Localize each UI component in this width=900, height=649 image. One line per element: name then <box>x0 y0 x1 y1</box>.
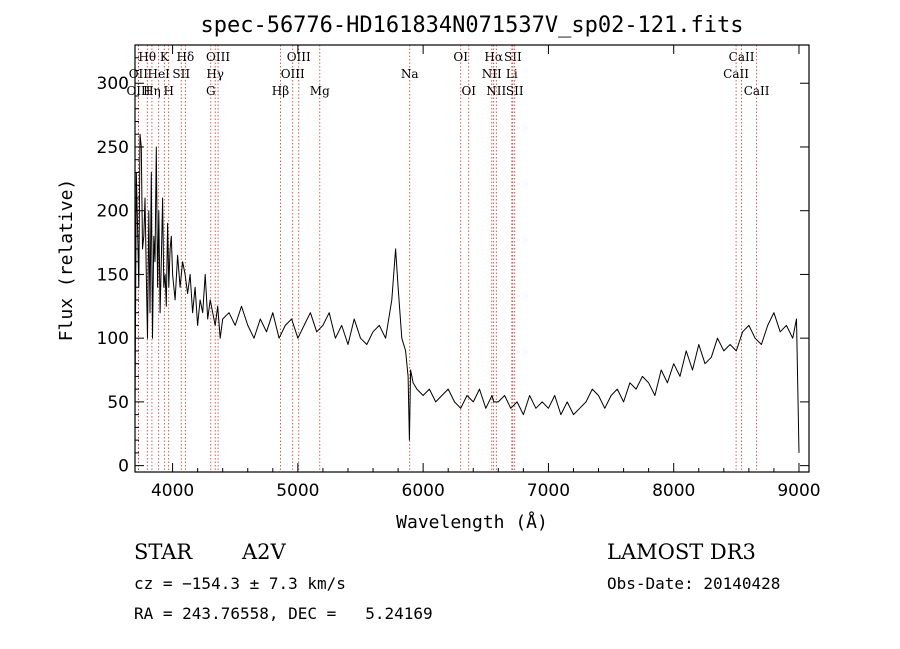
spectral-line-label: SII <box>506 84 524 98</box>
y-axis-ticks: 0 50 100 150 200 250 300 <box>97 57 809 477</box>
x-tick-label: 4000 <box>151 481 194 501</box>
spectral-line-label: Hβ <box>272 84 289 98</box>
x-tick-label: 8000 <box>652 481 695 501</box>
spectral-line-label: SII <box>504 50 522 64</box>
spectrum-series <box>134 133 800 453</box>
spectral-line-label: OIII <box>126 84 150 98</box>
spectral-line-label: OI <box>461 84 476 98</box>
spectral-line-label: CaII <box>723 67 749 81</box>
object-subclass: A2V <box>242 540 286 564</box>
spectral-line-label: Hθ <box>138 50 156 64</box>
y-tick-label: 300 <box>97 74 129 94</box>
spectral-line-label: Mg <box>310 84 330 98</box>
spectral-line-label: SII <box>172 67 190 81</box>
y-tick-label: 0 <box>118 457 129 477</box>
x-tick-label: 9000 <box>777 481 820 501</box>
obs-date-text: Obs-Date: 20140428 <box>607 574 781 593</box>
x-axis-ticks: 4000 5000 6000 7000 8000 9000 <box>151 45 821 501</box>
y-tick-label: 100 <box>97 329 129 349</box>
x-tick-label: 5000 <box>276 481 319 501</box>
spectral-line-label: H <box>163 84 173 98</box>
object-type: STAR <box>134 540 193 564</box>
y-tick-label: 150 <box>97 265 129 285</box>
spectral-line-label: K <box>160 50 170 64</box>
spectral-line-label: Na <box>401 67 419 81</box>
spectral-line-label: NII <box>486 84 506 98</box>
spectral-line-label: Li <box>506 67 518 81</box>
spectrum-chart: spec-56776-HD161834N071537V_sp02-121.fit… <box>56 13 821 533</box>
spectral-line-label: Hγ <box>206 67 224 81</box>
x-tick-label: 7000 <box>527 481 570 501</box>
y-tick-label: 200 <box>97 202 129 222</box>
spectral-line-label: Hα <box>484 50 503 64</box>
chart-title: spec-56776-HD161834N071537V_sp02-121.fit… <box>200 13 743 38</box>
x-axis-label: Wavelength (Å) <box>396 511 548 533</box>
spectral-line-label: NII <box>482 67 502 81</box>
redshift-text: cz = −154.3 ± 7.3 km/s <box>134 574 346 593</box>
x-tick-label: 6000 <box>402 481 445 501</box>
spectral-line-label: OIII <box>206 50 230 64</box>
plot-frame <box>134 44 810 473</box>
spectral-line-label: G <box>206 84 216 98</box>
spectral-line-label: Hη <box>143 84 161 98</box>
coordinates-text: RA = 243.76558, DEC = 5.24169 <box>134 604 433 623</box>
y-tick-label: 50 <box>107 393 129 413</box>
spectral-line-label: CaII <box>744 84 770 98</box>
spectral-line-label: OIII <box>281 67 305 81</box>
spectral-line-label: CaII <box>729 50 755 64</box>
survey-name: LAMOST DR3 <box>607 540 756 564</box>
spectral-line-label: HeI <box>148 67 171 81</box>
spectral-line-label: OI <box>453 50 468 64</box>
spectral-line-label: OIII <box>287 50 311 64</box>
y-tick-label: 250 <box>97 138 129 158</box>
spectrum-line <box>134 133 800 453</box>
spectral-line-label: Hδ <box>177 50 195 64</box>
y-axis-label: Flux (relative) <box>56 179 77 342</box>
